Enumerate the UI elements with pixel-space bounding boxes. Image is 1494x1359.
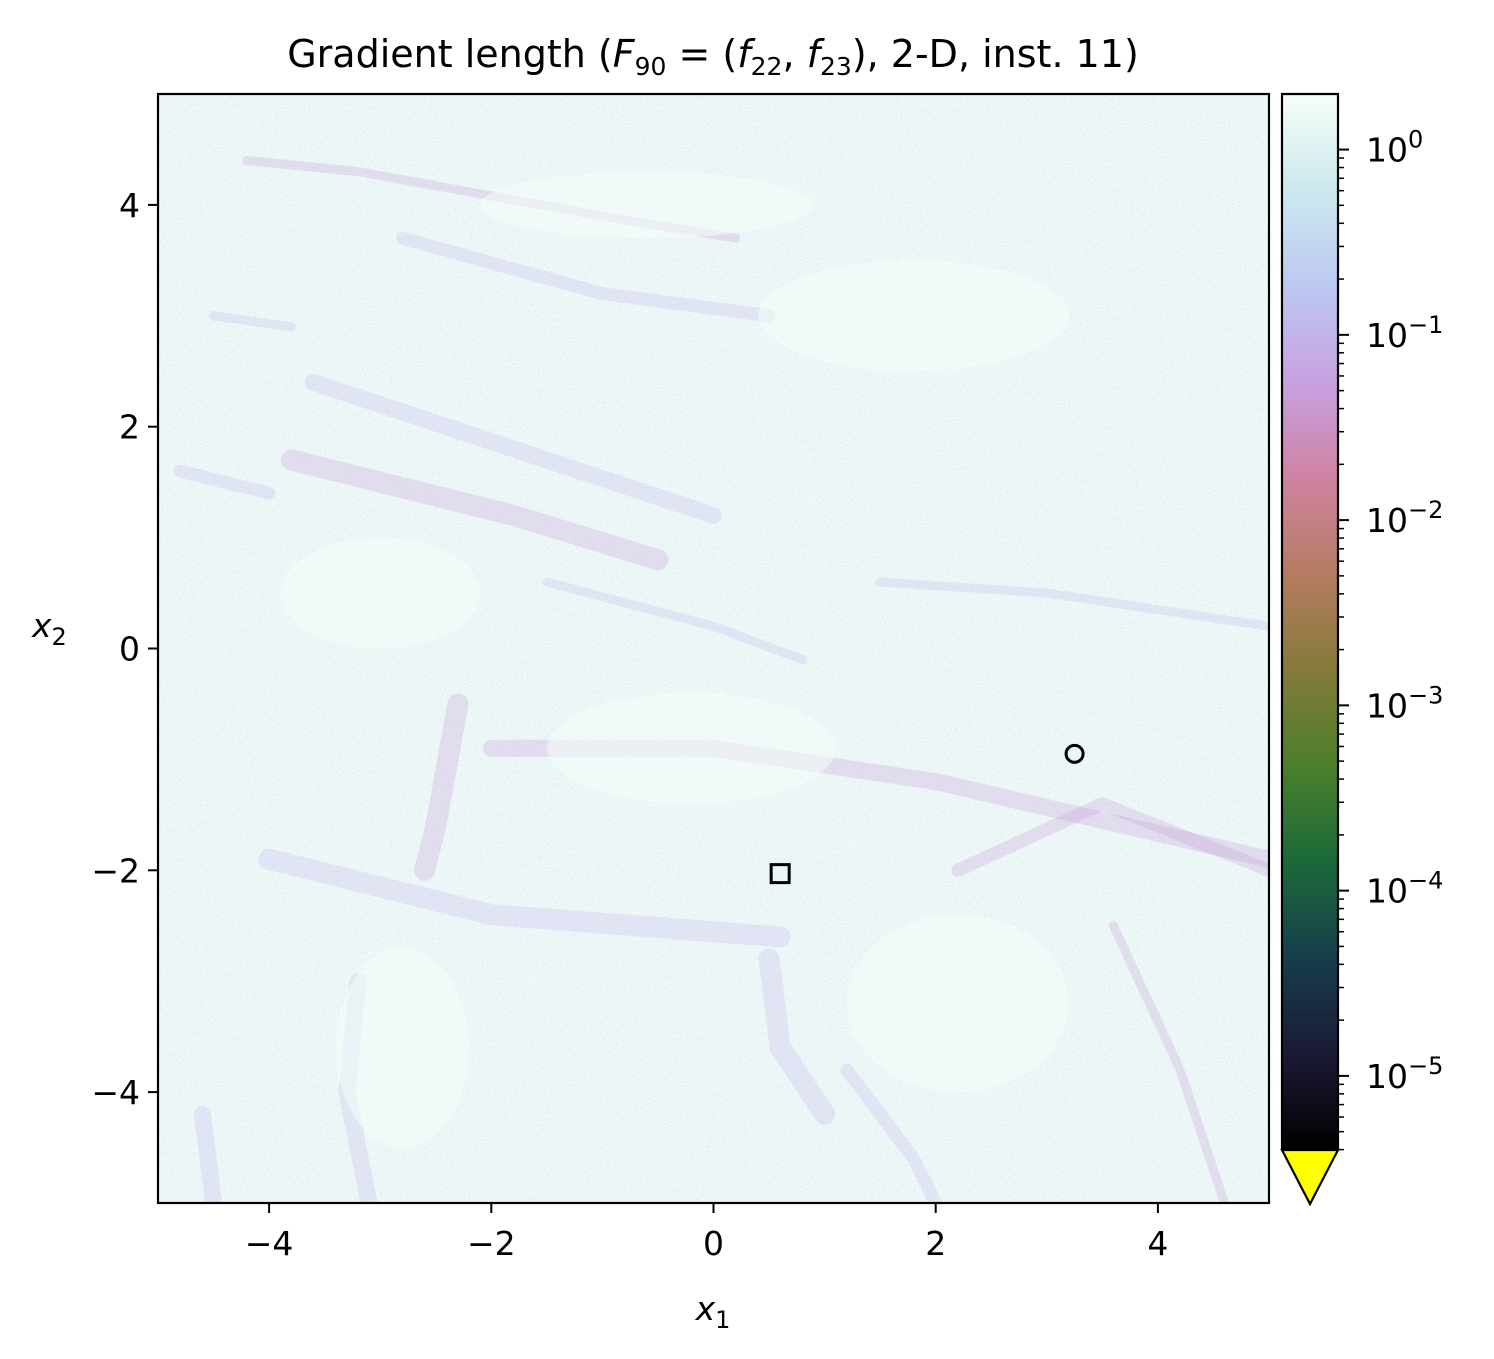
y-axis-ticks: −4 −2 0 2 4 <box>91 186 158 1112</box>
circle-marker <box>1064 743 1085 764</box>
colorbar-tick-label: 10−1 <box>1366 311 1443 355</box>
gradient-ridge <box>305 373 722 524</box>
gradient-ridge <box>758 948 836 1125</box>
gradient-ridge <box>209 311 296 332</box>
x-tick-label: 2 <box>925 1224 946 1263</box>
plateau <box>480 171 814 239</box>
markers <box>769 743 1085 885</box>
colorbar-tick-label: 10−2 <box>1366 496 1443 540</box>
square-marker <box>769 863 791 885</box>
gradient-ridge <box>193 1105 223 1203</box>
x-axis-ticks: −4 −2 0 2 4 <box>245 1203 1168 1263</box>
gradient-ridge <box>173 464 276 500</box>
colorbar-tick-label: 100 <box>1366 126 1423 170</box>
colorbar-tick-label: 10−4 <box>1366 867 1443 911</box>
plateau-regions <box>280 171 1069 1148</box>
gradient-ridge <box>875 577 1269 631</box>
gradient-ridge <box>951 797 1269 877</box>
gradient-ridge <box>840 1063 943 1203</box>
chart-title: Gradient length (F90 = (f22, f23), 2-D, … <box>287 32 1139 81</box>
gradient-ridge <box>395 231 776 323</box>
colorbar-ticks: 100 10−1 10−2 10−3 10−4 10−5 <box>1338 126 1443 1151</box>
plateau <box>335 947 470 1148</box>
colorbar-frame <box>1280 92 1340 1150</box>
gradient-ridge <box>1109 921 1230 1203</box>
colorbar-tick-label: 10−5 <box>1366 1052 1443 1096</box>
y-tick-label: −4 <box>91 1073 140 1112</box>
y-tick-label: 0 <box>119 630 140 669</box>
x-tick-label: −2 <box>467 1224 516 1263</box>
x-axis-label: x1 <box>695 1289 731 1334</box>
plateau <box>546 692 836 804</box>
gradient-ridge <box>542 577 807 665</box>
heatmap-area <box>158 94 1269 1203</box>
gradient-ridge <box>258 848 791 948</box>
gradient-ridge <box>414 693 469 881</box>
colorbar <box>1282 94 1338 1150</box>
plateau <box>758 260 1069 372</box>
gradient-ridge <box>280 449 669 571</box>
y-tick-label: 4 <box>119 186 140 225</box>
colorbar-extend-min <box>1280 1148 1340 1207</box>
plateau <box>846 914 1069 1093</box>
x-tick-label: 4 <box>1147 1224 1168 1263</box>
x-tick-label: −4 <box>245 1224 294 1263</box>
y-tick-label: 2 <box>119 408 140 447</box>
y-axis-label: x2 <box>31 606 67 651</box>
plateau <box>280 537 481 649</box>
x-tick-label: 0 <box>703 1224 724 1263</box>
heatmap-noise <box>158 94 1269 1203</box>
colorbar-tick-label: 10−3 <box>1366 681 1443 725</box>
y-tick-label: −2 <box>91 851 140 890</box>
